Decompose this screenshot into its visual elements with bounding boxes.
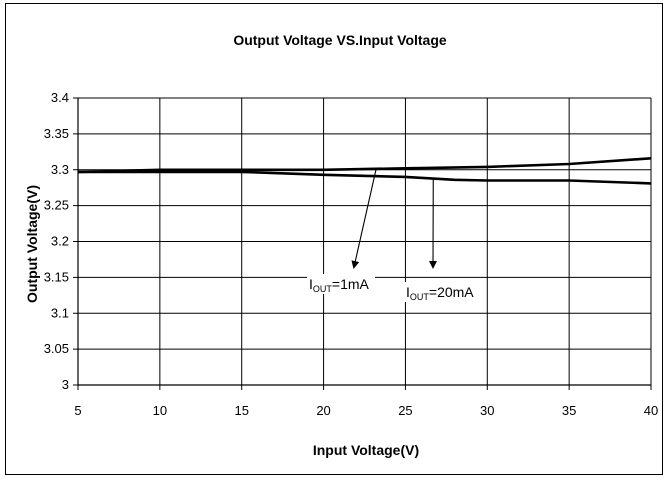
- y-axis-title: Output Voltage(V): [24, 185, 40, 303]
- tick-labels: 3 3.05 3.1 3.15 3.2 3.25 3.3 3.35 3.4 5 10 15 20 25 30…: [44, 90, 659, 418]
- x-tick-label-5: 30: [480, 403, 494, 418]
- annotation-label-1: IOUT=20mA: [406, 284, 474, 302]
- y-tick-label-3: 3.15: [44, 269, 69, 284]
- annotation-bg-1: [404, 282, 478, 302]
- annotations: IOUT=1mA IOUT=20mA: [307, 169, 478, 302]
- series-line-1: [78, 170, 652, 185]
- y-tick-label-7: 3.35: [44, 126, 69, 141]
- chart-frame: [5, 3, 663, 475]
- y-tick-label-0: 3: [62, 377, 69, 392]
- y-tick-label-8: 3.4: [51, 90, 69, 105]
- series-lines: [77, 157, 652, 185]
- x-tick-label-6: 35: [562, 403, 576, 418]
- x-tick-label-7: 40: [644, 403, 658, 418]
- x-tick-label-1: 10: [153, 403, 167, 418]
- x-axis-title: Input Voltage(V): [313, 442, 419, 458]
- y-tick-label-6: 3.3: [51, 162, 69, 177]
- annotation-arrow-0: [351, 169, 377, 269]
- chart-title: Output Voltage VS.Input Voltage: [233, 32, 447, 48]
- annotation-bg-0: [307, 274, 375, 294]
- x-tick-label-4: 25: [398, 403, 412, 418]
- y-tick-label-5: 3.25: [44, 198, 69, 213]
- x-tick-label-2: 15: [234, 403, 248, 418]
- grid: [73, 97, 652, 390]
- y-tick-label-1: 3.05: [44, 341, 69, 356]
- y-tick-label-4: 3.2: [51, 234, 69, 249]
- x-tick-label-3: 20: [316, 403, 330, 418]
- x-tick-label-0: 5: [74, 403, 81, 418]
- y-tick-label-2: 3.1: [51, 305, 69, 320]
- annotation-label-0: IOUT=1mA: [309, 276, 370, 294]
